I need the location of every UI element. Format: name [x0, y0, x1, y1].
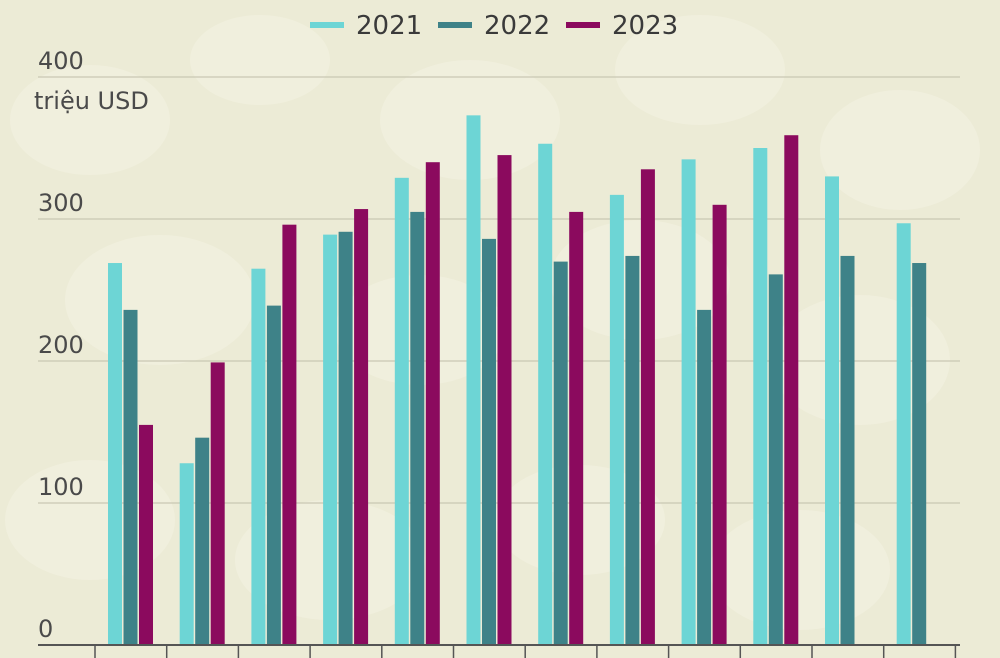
y-tick-label-400: 400	[38, 47, 84, 75]
bar-2022-4	[338, 231, 353, 645]
legend-label-2022: 2022	[484, 11, 550, 41]
bar-2023-7	[569, 211, 584, 645]
bar-2023-4	[354, 209, 369, 645]
y-axis-ticks: 0 100 200 300 400	[38, 47, 84, 643]
bar-2023-10	[784, 135, 799, 645]
legend-swatch-2022	[438, 22, 472, 28]
bar-2021-7	[538, 143, 553, 646]
bar-2022-7	[553, 261, 568, 645]
bar-2022-9	[697, 309, 712, 645]
bar-2021-4	[323, 234, 338, 645]
bar-2021-1	[108, 263, 122, 645]
legend-item-2023: 2023	[566, 11, 678, 41]
bar-2021-5	[394, 177, 409, 645]
y-tick-label-100: 100	[38, 473, 84, 501]
bar-2021-6	[466, 115, 481, 646]
bar-2022-1	[123, 309, 138, 645]
legend-item-2021: 2021	[310, 11, 422, 41]
bar-2022-5	[410, 211, 425, 645]
legend-label-2023: 2023	[612, 11, 678, 41]
bar-2023-3	[282, 224, 297, 645]
bar-2022-2	[195, 437, 210, 645]
bar-2022-6	[482, 238, 496, 645]
bar-2022-12	[912, 263, 927, 645]
bar-2022-8	[625, 255, 640, 646]
bar-2023-1	[139, 424, 153, 645]
y-tick-label-0: 0	[38, 615, 53, 643]
bar-2021-3	[251, 268, 266, 645]
bar-2021-2	[179, 463, 194, 645]
x-axis	[38, 644, 960, 658]
bar-2021-10	[753, 148, 768, 645]
bar-2023-9	[712, 204, 727, 646]
bar-2023-2	[210, 362, 225, 645]
legend: 2021 2022 2023	[310, 11, 678, 41]
bar-2022-3	[266, 305, 281, 645]
y-axis-unit-label: triệu USD	[34, 87, 149, 115]
bar-2022-11	[840, 255, 855, 646]
legend-swatch-2021	[310, 22, 344, 28]
y-tick-label-200: 200	[38, 331, 84, 359]
bar-2021-12	[896, 223, 911, 645]
bar-2023-5	[425, 162, 440, 645]
bar-2022-10	[768, 274, 783, 645]
bar-2021-8	[609, 194, 624, 646]
legend-item-2022: 2022	[438, 11, 550, 41]
y-tick-label-300: 300	[38, 189, 84, 217]
bar-2023-6	[497, 155, 512, 645]
bar-2023-8	[640, 169, 655, 646]
bar-2021-11	[825, 176, 839, 645]
legend-label-2021: 2021	[356, 11, 422, 41]
bars	[108, 115, 927, 646]
legend-swatch-2023	[566, 22, 600, 28]
bar-2021-9	[681, 159, 696, 646]
